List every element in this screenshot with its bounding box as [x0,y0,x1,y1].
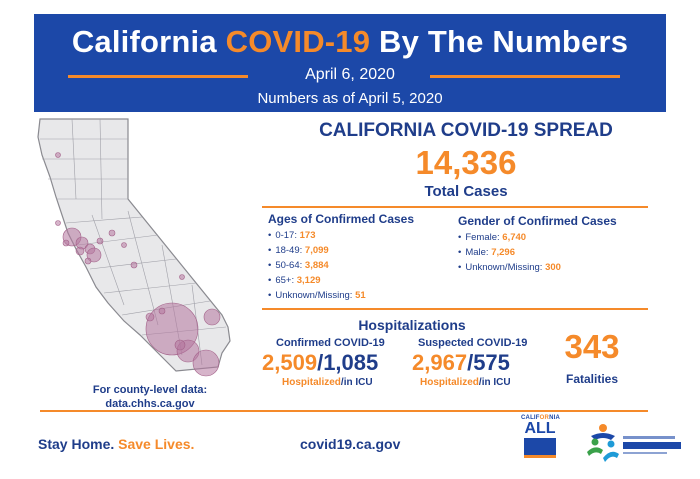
list-item: Female: 6,740 [458,230,561,245]
total-cases-count: 14,336 [415,144,517,181]
county-data-note: For county-level data: data.chhs.ca.gov [70,383,230,411]
stay-home-slogan: Stay Home. Save Lives. [38,436,195,452]
california-map [37,118,231,377]
data-as-of: Numbers as of April 5, 2020 [257,90,443,107]
fatalities-label: Fatalities [565,372,619,386]
report-date: April 6, 2020 [305,66,395,83]
confirmed-label: Confirmed COVID-19 [276,337,385,349]
suspected-counts: 2,967/575 [412,350,510,375]
divider-top [262,206,648,208]
confirmed-counts: 2,509/1,085 [262,350,379,375]
suspected-caption: Hospitalized/in ICU [420,377,511,388]
divider-middle [262,308,648,310]
spread-title: CALIFORNIA COVID-19 SPREAD [319,120,613,141]
confirmed-caption: Hospitalized/in ICU [282,377,373,388]
california-all-logo-panel [524,438,556,458]
total-cases-label: Total Cases [424,183,508,200]
fatalities-count: 343 [564,328,620,365]
hospitalizations-title: Hospitalizations [358,317,466,333]
case-bubbles [55,152,221,377]
california-all-logo-top: CALIFORNIA [521,415,561,421]
gender-title: Gender of Confirmed Cases [458,214,617,228]
county-data-label: For county-level data: [92,384,208,396]
website-link[interactable]: covid19.ca.gov [300,436,401,452]
list-item: 65+: 3,129 [268,273,366,288]
suspected-label: Suspected COVID-19 [418,337,528,349]
list-item: Male: 7,296 [458,245,561,260]
divider-bottom [40,410,648,412]
page-title: California COVID-19 By The Numbers [71,24,629,59]
county-data-link[interactable]: data.chhs.ca.gov [105,398,195,410]
california-all-logo: CALIFORNIA ALL [521,415,561,467]
list-item: 0-17: 173 [268,228,366,243]
list-item: 50-64: 3,884 [268,258,366,273]
list-item: Unknown/Missing: 51 [268,288,365,303]
header-divider-right [430,75,620,78]
california-all-logo-main: ALL [524,420,556,437]
public-health-logo [587,424,681,462]
header-divider-left [68,75,248,78]
list-item: Unknown/Missing: 300 [458,260,561,275]
header-banner: California COVID-19 By The Numbers April… [34,14,666,112]
gender-list: Female: 6,740 Male: 7,296 Unknown/Missin… [458,230,561,275]
ages-title: Ages of Confirmed Cases [268,212,415,226]
list-item: 18-49: 7,099 [268,243,366,258]
ages-list: 0-17: 173 18-49: 7,099 50-64: 3,884 65+:… [268,228,366,303]
